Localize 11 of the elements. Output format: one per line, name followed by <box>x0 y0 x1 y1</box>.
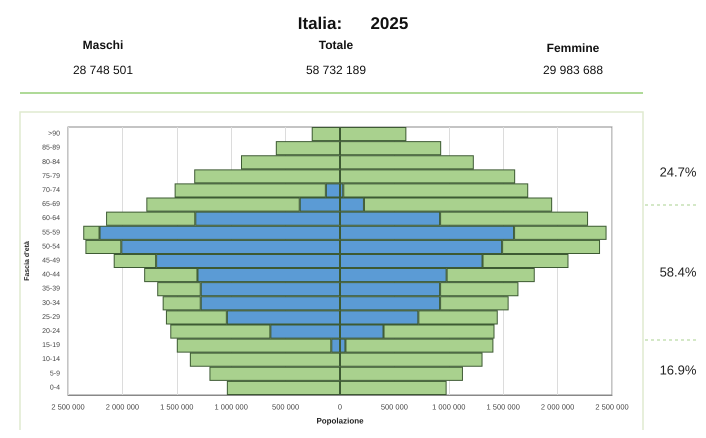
text: 58 732 189 <box>306 63 366 77</box>
x-axis-title: Popolazione <box>316 416 364 426</box>
text: Totale <box>318 38 354 52</box>
text: 28 748 501 <box>72 63 134 77</box>
text: 29 983 688 <box>542 63 604 77</box>
text: 58.4% <box>660 264 697 280</box>
text: Maschi <box>82 38 124 52</box>
text: 16.9% <box>660 362 697 378</box>
text: 24.7% <box>660 164 697 180</box>
text: Femmine <box>546 41 600 55</box>
chart-title: Italia: 2025 <box>298 14 408 33</box>
